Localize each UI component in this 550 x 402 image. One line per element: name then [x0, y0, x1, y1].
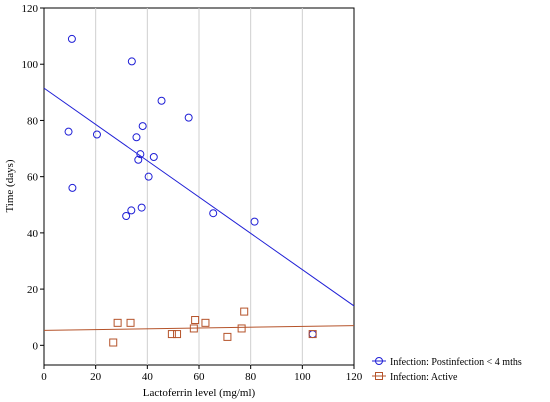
- y-tick-label: 60: [27, 172, 39, 184]
- data-point-circle: [132, 133, 141, 142]
- y-axis-title: Time (days): [4, 159, 16, 212]
- data-point-circle: [250, 217, 259, 226]
- grid: [95, 8, 303, 365]
- data-point-circle: [184, 113, 193, 122]
- data-point-square: [308, 330, 317, 339]
- data-point-square: [173, 330, 182, 339]
- x-axis-title: Lactoferrin level (mg/ml): [143, 387, 256, 399]
- y-axis-ticks: 0 20 40 60 80 100 120: [22, 3, 44, 352]
- fit-line-series-0: [43, 87, 355, 307]
- data-point-circle: [138, 122, 147, 131]
- data-point-circle: [209, 209, 218, 218]
- y-tick-label: 0: [33, 340, 39, 352]
- data-point-square: [189, 324, 198, 333]
- x-tick-label: 20: [90, 371, 102, 383]
- data-point-square: [126, 318, 135, 327]
- data-point-circle: [122, 212, 131, 221]
- data-point-square: [113, 318, 122, 327]
- x-tick-label: 120: [346, 371, 363, 383]
- data-point-square: [223, 332, 232, 341]
- legend-label-active: Infection: Active: [390, 372, 458, 383]
- data-point-square: [240, 307, 249, 316]
- fit-line-series-1: [43, 325, 355, 331]
- y-tick-label: 120: [22, 3, 39, 15]
- data-point-circle: [92, 130, 101, 139]
- x-tick-label: 0: [41, 371, 47, 383]
- data-point-circle: [149, 152, 158, 161]
- data-point-square: [201, 318, 210, 327]
- data-point-circle: [67, 34, 76, 43]
- data-point-circle: [134, 155, 143, 164]
- data-point-square: [191, 316, 200, 325]
- data-points: [64, 34, 317, 347]
- data-point-circle: [157, 96, 166, 105]
- data-point-circle: [127, 206, 136, 215]
- data-point-circle: [64, 127, 73, 136]
- x-tick-label: 80: [245, 371, 257, 383]
- x-tick-label: 40: [142, 371, 154, 383]
- fit-lines: [43, 87, 355, 331]
- x-tick-label: 60: [194, 371, 206, 383]
- data-point-circle: [68, 183, 77, 192]
- legend-marker-postinfection: [375, 357, 383, 365]
- data-point-square: [167, 330, 176, 339]
- data-point-circle: [144, 172, 153, 181]
- data-point-circle: [137, 203, 146, 212]
- legend-label-postinfection: Infection: Postinfection < 4 mths: [390, 357, 522, 368]
- y-tick-label: 100: [22, 59, 39, 71]
- data-point-square: [237, 324, 246, 333]
- data-point-square: [109, 338, 118, 347]
- y-tick-label: 20: [27, 284, 39, 296]
- x-axis-ticks: 0 20 40 60 80 100 120: [41, 365, 363, 383]
- legend: Infection: Postinfection < 4 mths Infect…: [372, 357, 522, 383]
- y-tick-label: 40: [27, 228, 39, 240]
- data-point-circle: [127, 57, 136, 66]
- y-tick-label: 80: [27, 115, 39, 127]
- x-tick-label: 100: [294, 371, 311, 383]
- data-point-circle: [136, 150, 145, 159]
- legend-marker-active: [375, 372, 383, 380]
